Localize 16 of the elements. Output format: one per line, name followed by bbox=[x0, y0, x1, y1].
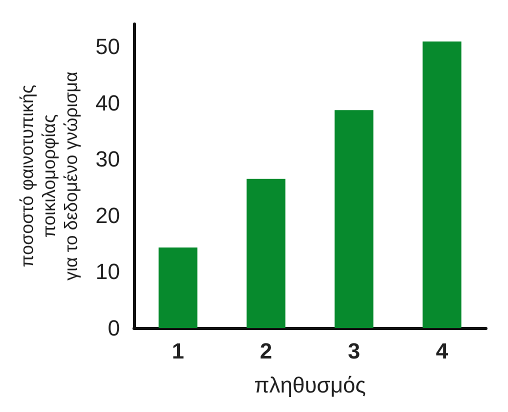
x-tick-label: 1 bbox=[172, 338, 184, 364]
x-tick-label: 3 bbox=[348, 338, 360, 364]
bar bbox=[246, 178, 286, 328]
bar bbox=[158, 247, 198, 328]
y-tick-label: 30 bbox=[96, 146, 120, 172]
x-axis-title: πληθυσμός bbox=[254, 372, 366, 398]
x-tick-label: 2 bbox=[260, 338, 272, 364]
y-tick-label: 10 bbox=[96, 259, 120, 284]
bar bbox=[422, 41, 462, 328]
y-tick-label: 20 bbox=[96, 202, 120, 228]
y-tick-label: 0 bbox=[108, 316, 120, 340]
y-tick-label: 50 bbox=[96, 34, 120, 60]
y-axis-title: ποσοστό φαινοτυπικής ποικιλομορφίας για το δεδομένο γνώρισμα bbox=[17, 72, 81, 280]
y-tick-label: 40 bbox=[96, 90, 120, 116]
x-tick-label: 4 bbox=[436, 338, 449, 364]
bar bbox=[334, 110, 374, 328]
